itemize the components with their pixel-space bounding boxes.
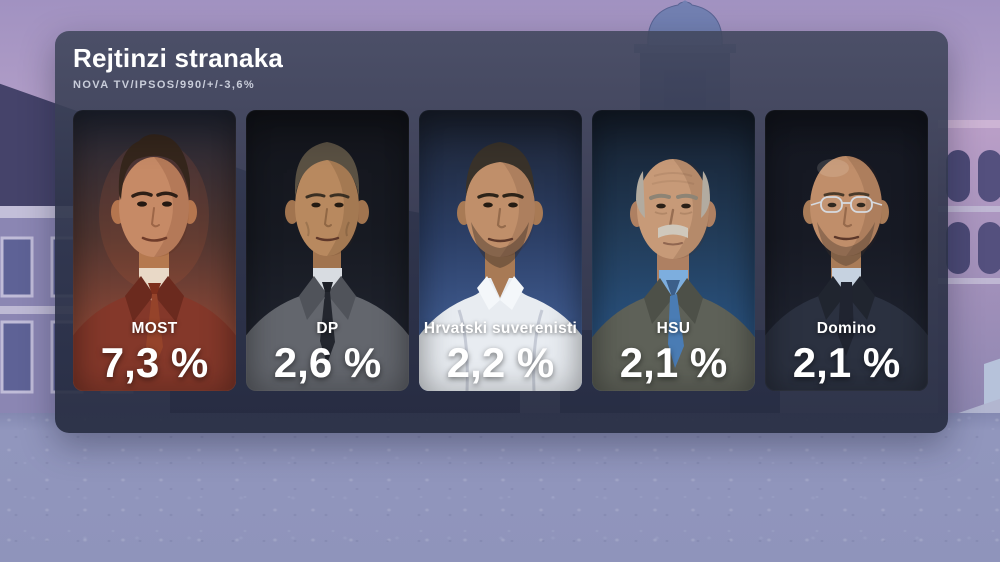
party-name: Hrvatski suverenisti (423, 320, 578, 337)
party-percentage: 2,6 % (273, 339, 382, 386)
panel-subtitle: NOVA TV/IPSOS/990/+/-3,6% (73, 78, 256, 91)
party-name: Domino (816, 320, 877, 337)
party-card-hsu: HSU 2,1 % (592, 110, 755, 391)
panel-title: Rejtinzi stranaka (73, 43, 284, 73)
cobblestone-pavement (0, 413, 1000, 562)
left-building-window (0, 236, 34, 298)
right-building-window (978, 150, 1000, 202)
party-percentage: 2,1 % (792, 339, 901, 386)
party-card-dp: DP 2,6 % (246, 110, 409, 391)
candidate-portrait (765, 156, 928, 391)
party-card-hrvatski-suverenisti: Hrvatski suverenisti 2,2 % (419, 110, 582, 391)
candidate-portrait (419, 142, 582, 391)
party-card-most: MOST 7,3 % (73, 110, 236, 391)
candidate-portrait (246, 142, 409, 391)
church-dome-finial (682, 0, 688, 6)
card-caption: Hrvatski suverenisti 2,2 % (419, 320, 582, 386)
party-name: MOST (131, 320, 178, 337)
right-building-window (978, 222, 1000, 274)
card-caption: HSU 2,1 % (592, 320, 755, 386)
ratings-panel: Rejtinzi stranaka NOVA TV/IPSOS/990/+/-3… (55, 31, 948, 433)
right-building-sill (938, 206, 1000, 212)
party-name: HSU (656, 320, 691, 337)
card-caption: Domino 2,1 % (765, 320, 928, 386)
party-name: DP (316, 320, 339, 337)
right-building-trim (938, 120, 1000, 128)
right-building-window (946, 150, 970, 202)
party-cards-row: MOST 7,3 % (73, 110, 928, 391)
candidate-portrait (592, 159, 755, 391)
party-percentage: 7,3 % (100, 339, 209, 386)
party-card-domino: Domino 2,1 % (765, 110, 928, 391)
right-building-sill (938, 278, 1000, 284)
party-percentage: 2,2 % (446, 339, 555, 386)
panel-header: Rejtinzi stranaka NOVA TV/IPSOS/990/+/-3… (55, 31, 948, 91)
card-caption: MOST 7,3 % (73, 320, 236, 386)
candidate-portrait (73, 134, 236, 391)
right-building-window (946, 222, 970, 274)
left-building-window (0, 320, 34, 394)
card-caption: DP 2,6 % (246, 320, 409, 386)
party-percentage: 2,1 % (619, 339, 728, 386)
